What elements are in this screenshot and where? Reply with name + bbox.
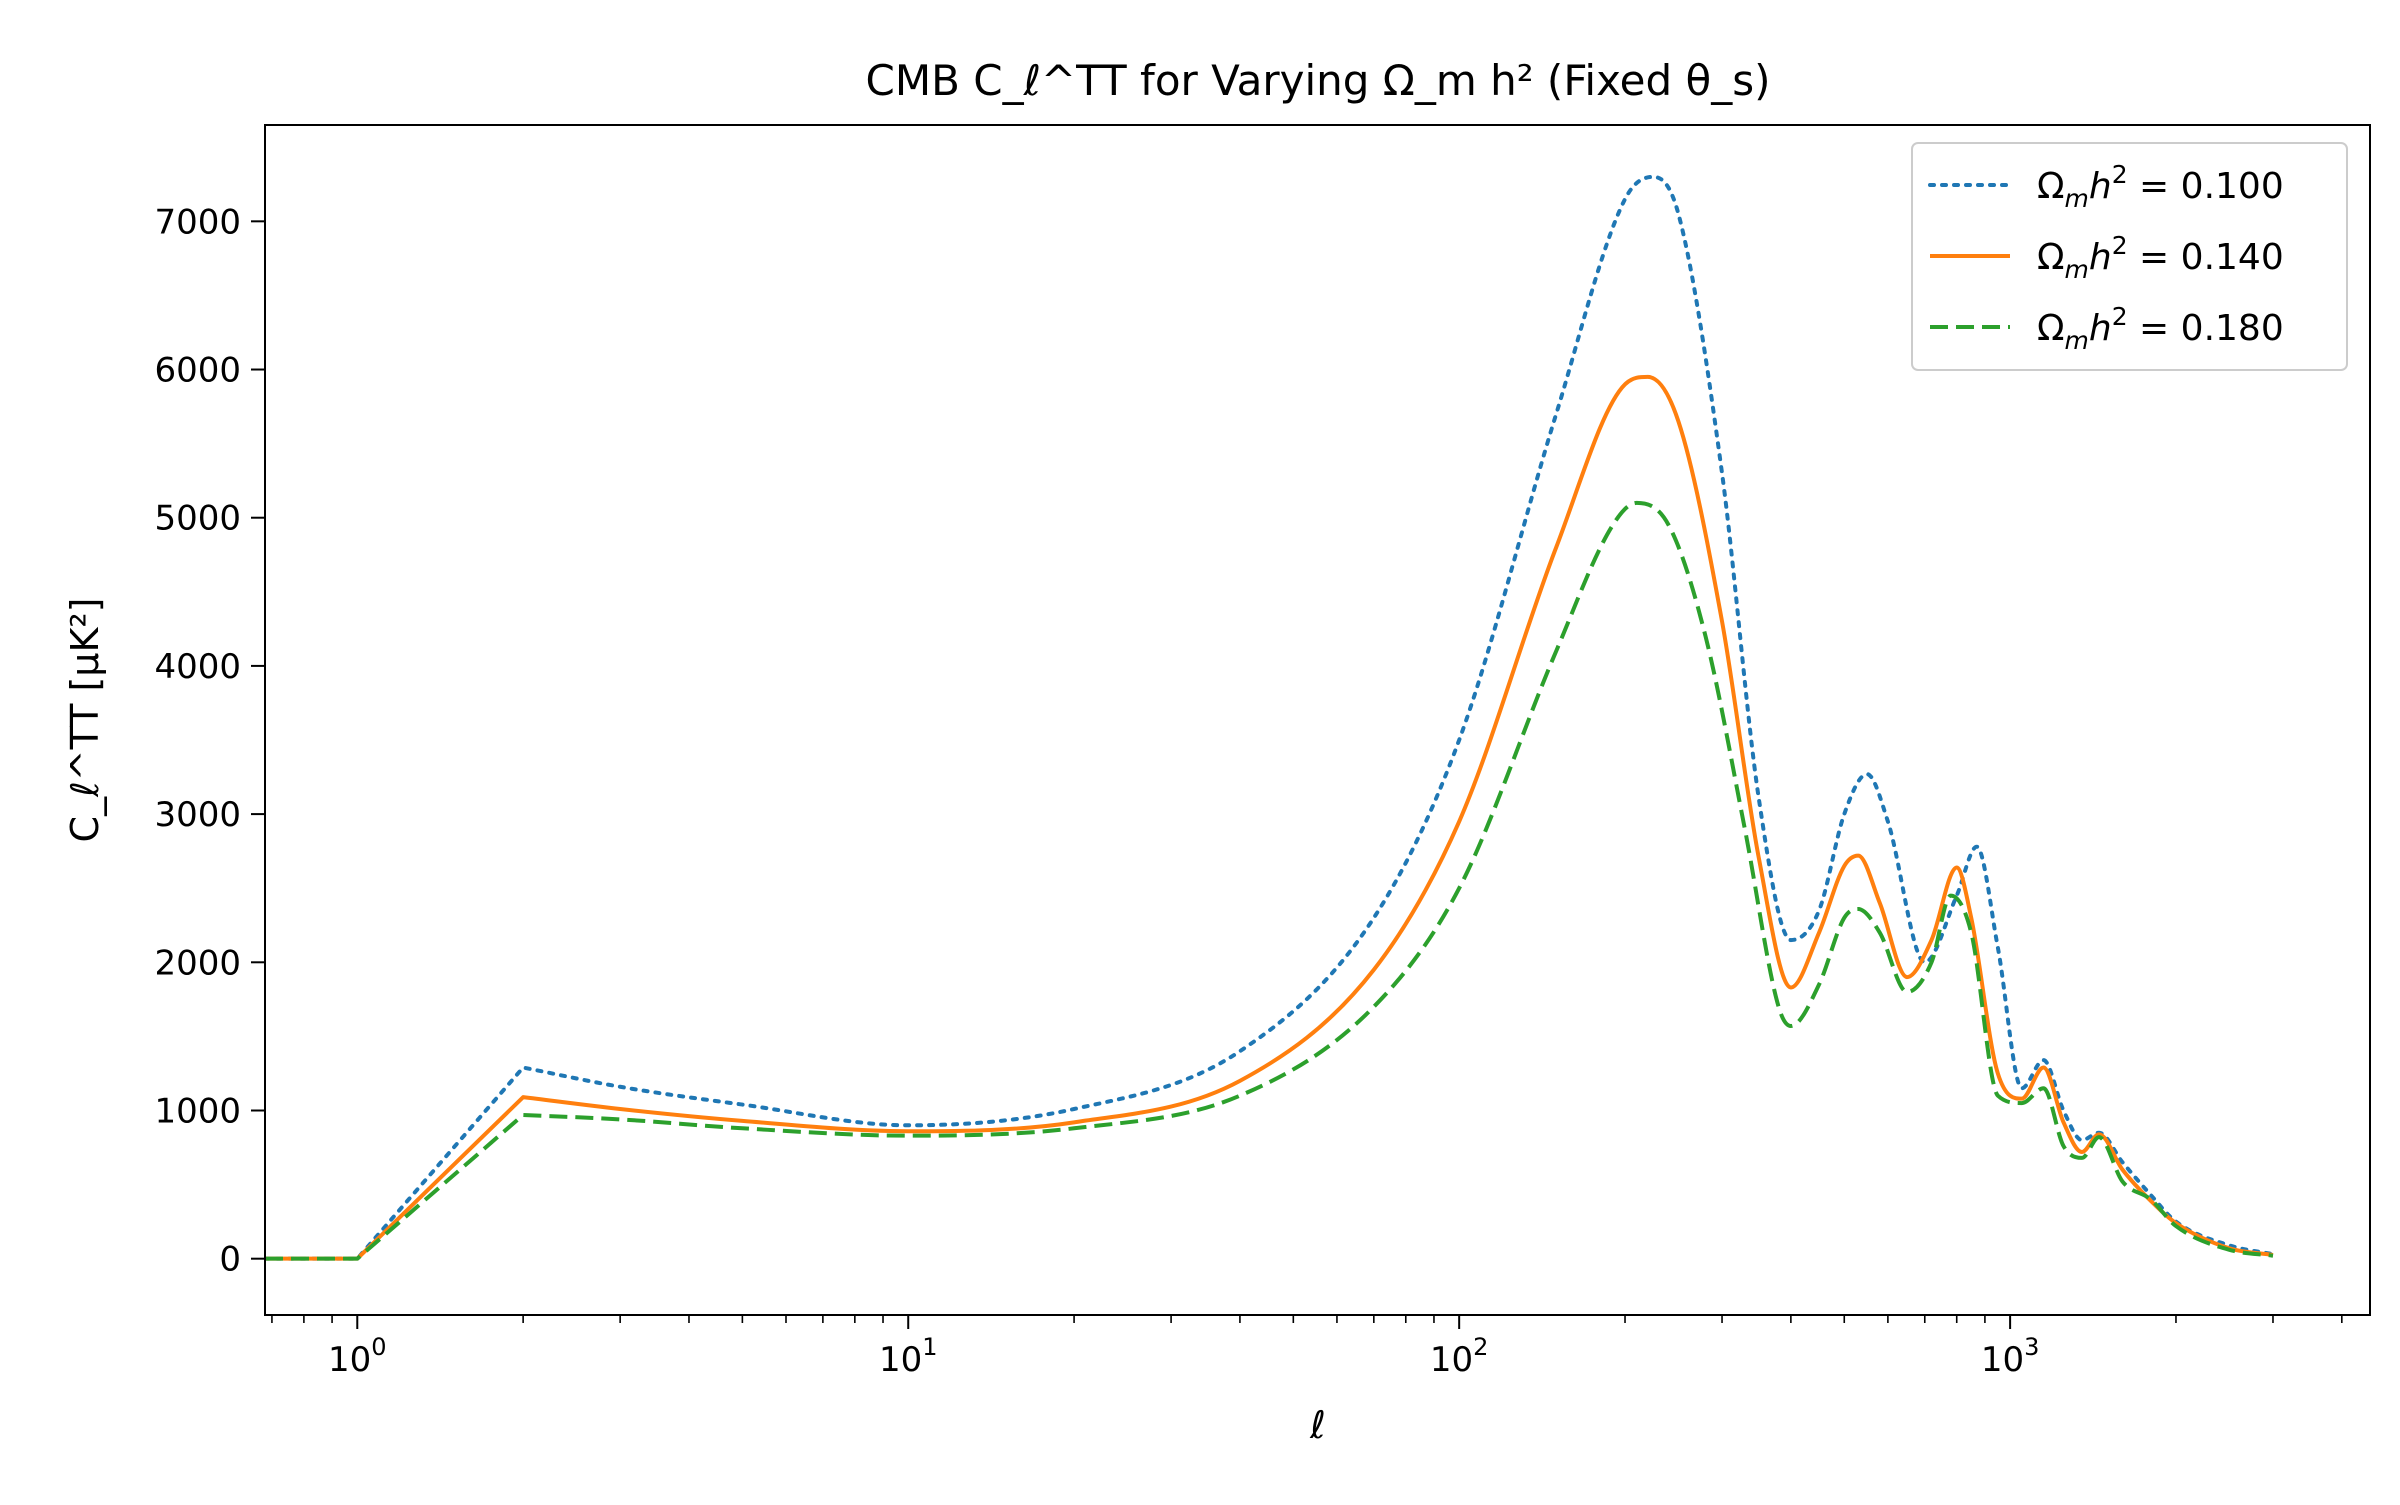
y-tick-label: 7000	[154, 202, 241, 242]
legend-label-2: Ωmh2 = 0.180	[2037, 302, 2284, 355]
y-tick-label: 2000	[154, 943, 241, 983]
x-tick-label: 102	[1430, 1333, 1489, 1380]
x-axis-title: ℓ	[1309, 1403, 1326, 1447]
series-line-1	[265, 374, 2274, 1261]
x-axis: 100 101 102 103	[271, 1315, 2343, 1380]
x-tick-label: 100	[328, 1333, 387, 1380]
series-line-0	[265, 174, 2275, 1261]
y-axis-title: C_ℓ^TT [μK²]	[63, 598, 107, 843]
x-tick-label: 101	[879, 1333, 938, 1380]
y-tick-label: 0	[219, 1240, 241, 1280]
y-tick-label: 3000	[154, 795, 241, 835]
y-tick-label: 1000	[154, 1091, 241, 1131]
legend: Ωmh2 = 0.100 Ωmh2 = 0.140 Ωmh2 = 0.180	[1911, 142, 2348, 371]
plot-area	[265, 174, 2275, 1261]
y-tick-label: 6000	[154, 351, 241, 391]
legend-box	[1911, 142, 2348, 371]
legend-label-0: Ωmh2 = 0.100	[2037, 160, 2284, 213]
legend-label-1: Ωmh2 = 0.140	[2037, 231, 2284, 284]
chart-title: CMB C_ℓ^TT for Varying Ω_m h² (Fixed θ_s…	[866, 56, 1771, 105]
y-axis: 0 1000 2000 3000 4000 5000 6000 7000	[154, 202, 265, 1280]
series-line-2	[265, 500, 2274, 1261]
plot-frame	[264, 124, 2371, 1316]
y-axis-title-text: C_ℓ^TT [μK²]	[63, 598, 107, 843]
y-tick-label: 5000	[154, 499, 241, 539]
y-tick-label: 4000	[154, 647, 241, 687]
x-tick-label: 103	[1981, 1333, 2040, 1380]
